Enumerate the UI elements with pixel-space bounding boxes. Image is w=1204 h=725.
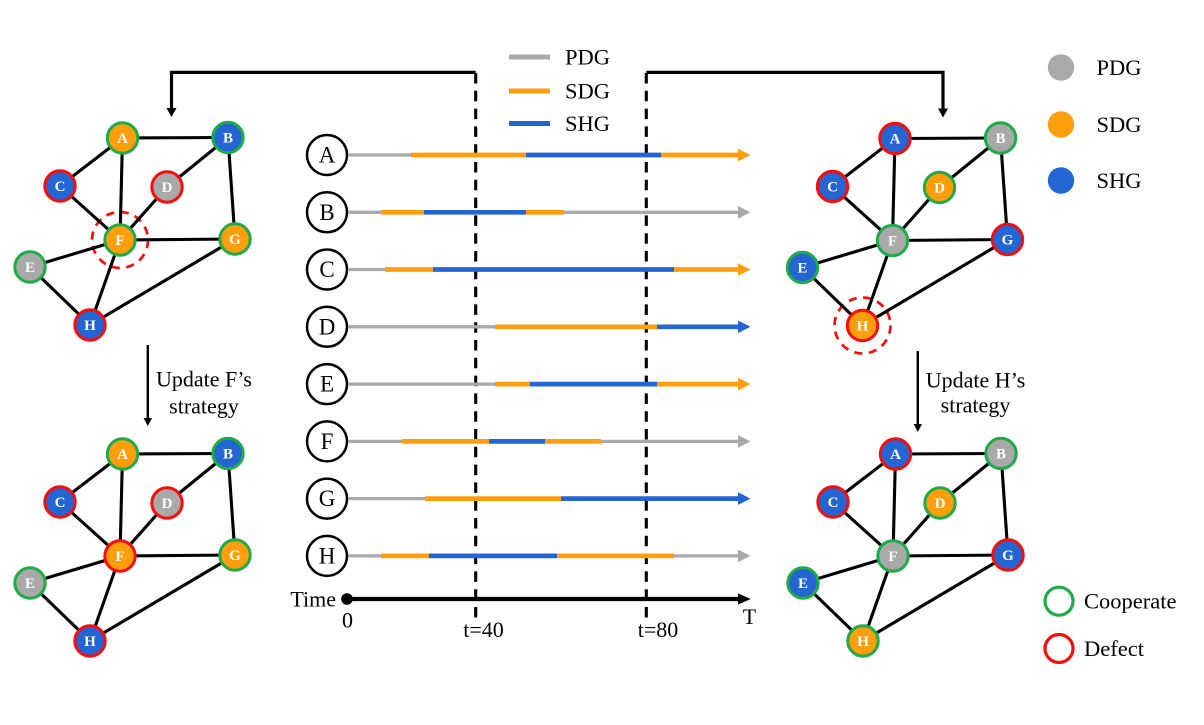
svg-text:strategy: strategy (169, 394, 239, 419)
svg-text:Time: Time (290, 587, 336, 612)
svg-text:PDG: PDG (1097, 55, 1142, 80)
svg-text:H: H (84, 318, 96, 334)
svg-text:E: E (798, 576, 808, 592)
svg-text:B: B (996, 447, 1006, 463)
svg-text:H: H (319, 543, 336, 568)
svg-text:H: H (857, 319, 869, 335)
svg-text:Defect: Defect (1084, 636, 1145, 661)
svg-text:G: G (319, 486, 336, 511)
svg-text:F: F (321, 429, 334, 454)
svg-text:PDG: PDG (565, 44, 610, 69)
svg-text:H: H (857, 634, 869, 650)
svg-text:B: B (223, 131, 233, 147)
svg-text:B: B (223, 447, 233, 463)
svg-text:G: G (229, 232, 241, 248)
svg-text:G: G (1002, 233, 1014, 249)
svg-text:C: C (827, 180, 838, 196)
svg-text:Update F’s: Update F’s (156, 367, 252, 392)
svg-text:C: C (828, 495, 839, 511)
svg-text:SHG: SHG (565, 111, 610, 136)
svg-text:A: A (890, 447, 901, 463)
svg-text:strategy: strategy (941, 393, 1011, 418)
svg-text:t=40: t=40 (463, 617, 504, 642)
svg-text:Cooperate: Cooperate (1084, 589, 1176, 614)
svg-text:E: E (25, 260, 35, 276)
svg-text:SHG: SHG (1097, 168, 1142, 193)
svg-text:D: D (162, 496, 173, 512)
svg-text:A: A (117, 447, 128, 463)
svg-text:E: E (320, 372, 334, 397)
svg-text:E: E (25, 576, 35, 592)
svg-text:A: A (117, 131, 128, 147)
svg-text:0: 0 (342, 608, 353, 633)
svg-text:t=80: t=80 (638, 617, 679, 642)
svg-text:Update H’s: Update H’s (926, 368, 1026, 393)
svg-text:F: F (888, 549, 897, 565)
svg-text:D: D (162, 180, 173, 196)
svg-text:D: D (935, 496, 946, 512)
svg-text:F: F (115, 549, 124, 565)
svg-text:SDG: SDG (565, 78, 610, 103)
svg-text:B: B (995, 131, 1005, 147)
svg-text:C: C (55, 179, 66, 195)
svg-text:D: D (934, 181, 945, 197)
svg-text:G: G (229, 548, 241, 564)
svg-text:C: C (319, 257, 334, 282)
svg-text:C: C (55, 495, 66, 511)
svg-text:F: F (888, 234, 897, 250)
svg-text:H: H (84, 634, 96, 650)
svg-text:A: A (319, 143, 336, 168)
svg-text:B: B (319, 200, 334, 225)
svg-text:G: G (1002, 548, 1014, 564)
svg-text:D: D (319, 314, 336, 339)
svg-text:A: A (890, 132, 901, 148)
svg-text:T: T (743, 604, 757, 629)
svg-text:E: E (797, 261, 807, 277)
svg-text:SDG: SDG (1097, 112, 1142, 137)
svg-text:F: F (115, 233, 124, 249)
